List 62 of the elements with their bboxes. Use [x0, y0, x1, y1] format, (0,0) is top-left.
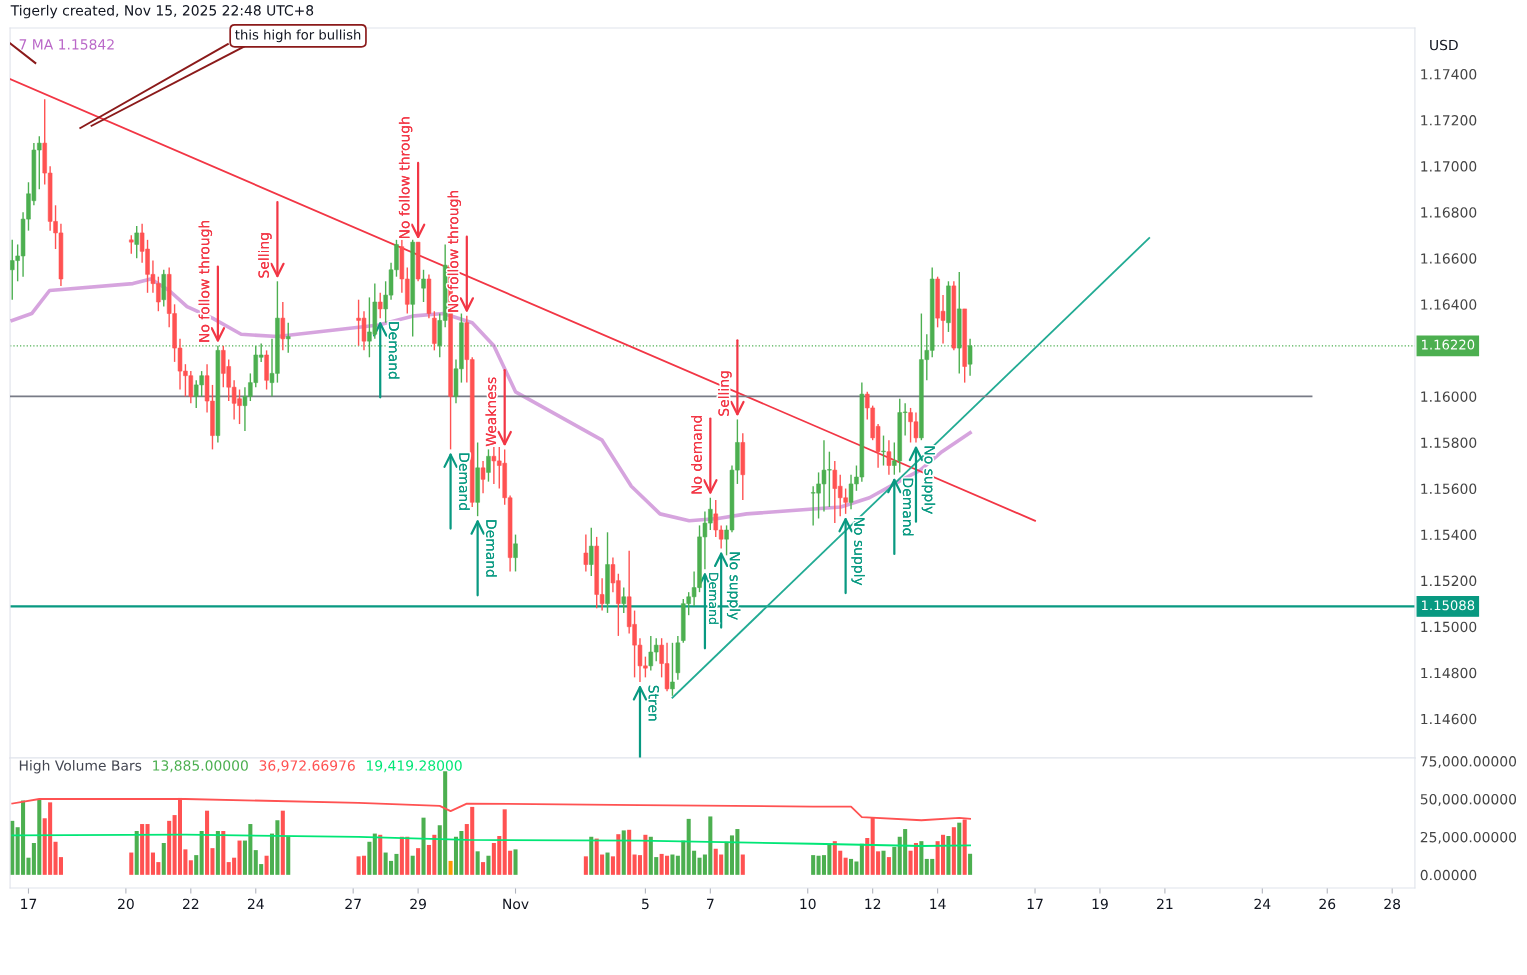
annotation: No follow through: [198, 220, 213, 342]
x-tick-label: 24: [1254, 898, 1271, 909]
x-tick-label: 22: [183, 898, 199, 909]
x-tick-label: 12: [865, 898, 881, 909]
annotation: Stren: [648, 685, 659, 721]
y-tick-label: 1.17200: [1421, 115, 1477, 126]
x-tick-label: 19: [1092, 898, 1108, 910]
annotation: Demand: [459, 453, 470, 510]
x-tick-label: 5: [642, 898, 649, 910]
y-tick-label: 1.15400: [1421, 529, 1477, 541]
y-tick-label: 1.15200: [1421, 575, 1477, 587]
x-tick-label: 28: [1384, 898, 1401, 910]
x-tick-label: 26: [1319, 898, 1336, 910]
y-tick-label: 1.16000: [1421, 391, 1477, 402]
y-tick-label: 50,000.00000: [1420, 793, 1517, 806]
annotation: No demand: [691, 415, 702, 494]
ref-line-label: 1.16220: [1421, 339, 1475, 350]
annotation: Weakness: [485, 377, 497, 447]
x-tick-label: 17: [21, 898, 37, 909]
y-tick-label: 1.14800: [1421, 667, 1477, 679]
annotation: Selling: [718, 371, 732, 416]
annotation: No supply: [726, 552, 741, 620]
text: 13,885.00000: [153, 760, 248, 773]
x-tick-label: 20: [118, 898, 134, 910]
x-tick-label: 14: [930, 898, 946, 909]
y-tick-label: 1.16400: [1421, 299, 1477, 310]
text: 36,972.66976: [259, 760, 355, 773]
annotation: No supply: [851, 518, 865, 586]
y-axis-title: USD: [1430, 39, 1458, 51]
x-tick-label: 10: [800, 898, 816, 910]
y-tick-label: 1.16600: [1421, 253, 1477, 264]
annotation: Demand: [708, 573, 719, 624]
chart-title: Tigerly created, Nov 15, 2025 22:48 UTC+8: [10, 4, 314, 19]
annotation: Demand: [902, 478, 914, 536]
annotation: No supply: [921, 446, 936, 514]
annotation: No follow through: [447, 190, 462, 312]
x-tick-label: 17: [1027, 898, 1043, 909]
y-tick-label: 1.16800: [1421, 207, 1477, 218]
x-tick-label: Nov: [503, 898, 529, 910]
annotation: No follow through: [398, 117, 413, 238]
x-tick-label: 29: [410, 898, 426, 910]
ref-line-label: 1.15088: [1421, 600, 1475, 611]
x-tick-label: 7: [707, 898, 714, 909]
y-tick-label: 1.15000: [1421, 621, 1477, 633]
x-tick-label: 24: [247, 898, 264, 909]
annotation: Demand: [486, 520, 497, 577]
text: 7 MA 1.15842: [19, 39, 114, 50]
y-tick-label: 75,000.00000: [1420, 756, 1517, 768]
annotation: Demand: [388, 322, 400, 379]
y-tick-label: 1.14600: [1421, 713, 1477, 725]
x-tick-label: 21: [1157, 898, 1173, 909]
y-tick-label: 1.15800: [1421, 437, 1477, 448]
y-tick-label: 1.17000: [1421, 161, 1477, 172]
y-tick-label: 25,000.00000: [1420, 831, 1517, 844]
x-tick-label: 27: [345, 898, 361, 909]
chart-title: High Volume Bars: [19, 760, 142, 774]
y-tick-label: 1.15600: [1421, 483, 1477, 495]
annotation: this high for bullish: [235, 29, 361, 43]
annotation: Selling: [258, 233, 272, 278]
text: 19,419.28000: [366, 760, 462, 773]
y-tick-label: 0.00000: [1420, 869, 1477, 881]
y-tick-label: 1.17400: [1421, 69, 1477, 80]
